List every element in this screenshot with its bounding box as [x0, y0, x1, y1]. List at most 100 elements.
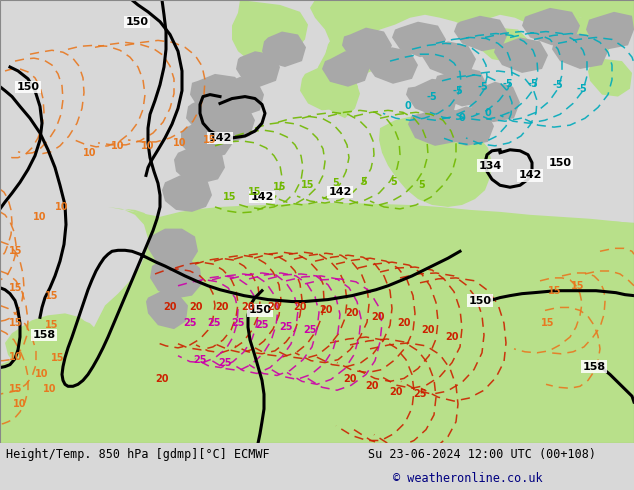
- Text: 25: 25: [183, 318, 197, 328]
- Polygon shape: [434, 67, 488, 106]
- Text: -5: -5: [527, 79, 538, 89]
- Text: -5: -5: [453, 86, 463, 96]
- Text: 20: 20: [320, 305, 333, 316]
- Text: 10: 10: [43, 384, 57, 394]
- Text: -5: -5: [503, 79, 514, 89]
- Text: 10: 10: [141, 141, 155, 151]
- Text: © weatheronline.co.uk: © weatheronline.co.uk: [393, 472, 543, 485]
- Text: 20: 20: [421, 325, 435, 335]
- Polygon shape: [0, 204, 634, 443]
- Text: 25: 25: [303, 325, 317, 335]
- Text: Height/Temp. 850 hPa [gdmp][°C] ECMWF: Height/Temp. 850 hPa [gdmp][°C] ECMWF: [6, 448, 270, 462]
- Text: 10: 10: [10, 352, 23, 362]
- Text: 5: 5: [333, 178, 339, 188]
- Polygon shape: [262, 31, 306, 67]
- Text: 20: 20: [190, 302, 203, 313]
- Text: 25: 25: [231, 318, 245, 328]
- Polygon shape: [300, 67, 358, 110]
- Polygon shape: [162, 175, 212, 212]
- Text: 15: 15: [51, 353, 65, 363]
- Text: 150: 150: [126, 17, 148, 26]
- Text: 134: 134: [479, 161, 501, 171]
- Text: 10: 10: [83, 148, 97, 158]
- Polygon shape: [588, 59, 632, 97]
- Text: 20: 20: [268, 302, 281, 313]
- Polygon shape: [218, 77, 264, 116]
- Polygon shape: [174, 146, 225, 183]
- Text: 25: 25: [207, 318, 221, 328]
- Text: 15: 15: [45, 291, 59, 301]
- Text: 20: 20: [343, 374, 357, 384]
- Text: 10: 10: [55, 202, 68, 212]
- Polygon shape: [326, 34, 388, 74]
- Text: -5: -5: [553, 80, 564, 90]
- Text: 0: 0: [404, 101, 411, 111]
- Text: 20: 20: [365, 381, 378, 392]
- Polygon shape: [392, 22, 446, 57]
- Polygon shape: [586, 12, 634, 49]
- Polygon shape: [408, 106, 462, 146]
- Text: 10: 10: [111, 141, 125, 151]
- Text: 20: 20: [445, 332, 459, 342]
- Text: 15: 15: [10, 246, 23, 256]
- Text: 20: 20: [242, 302, 255, 313]
- Text: 0: 0: [484, 108, 491, 118]
- Text: 20: 20: [155, 374, 169, 384]
- Polygon shape: [454, 16, 508, 51]
- Text: 15: 15: [571, 281, 585, 291]
- Text: 150: 150: [16, 82, 39, 92]
- Text: 5: 5: [361, 177, 367, 187]
- Polygon shape: [552, 33, 608, 69]
- Text: 15: 15: [10, 283, 23, 293]
- Text: 142: 142: [328, 187, 352, 197]
- Text: 150: 150: [249, 305, 271, 316]
- Text: 20: 20: [346, 308, 359, 318]
- Polygon shape: [522, 8, 580, 46]
- Polygon shape: [438, 106, 494, 146]
- Polygon shape: [0, 203, 634, 443]
- Text: 142: 142: [250, 192, 274, 202]
- Polygon shape: [550, 18, 613, 62]
- Text: 150: 150: [548, 158, 571, 168]
- Text: -5: -5: [577, 84, 587, 94]
- Text: 25: 25: [256, 320, 269, 330]
- Polygon shape: [478, 27, 530, 62]
- Polygon shape: [190, 74, 246, 115]
- Text: 0: 0: [458, 113, 465, 123]
- Polygon shape: [207, 102, 255, 142]
- Text: 20: 20: [398, 318, 411, 328]
- Text: 15: 15: [10, 384, 23, 394]
- Text: 10: 10: [36, 369, 49, 379]
- Text: 10: 10: [33, 212, 47, 222]
- Polygon shape: [322, 51, 370, 87]
- Text: 142: 142: [209, 133, 231, 143]
- Text: 142: 142: [519, 171, 541, 180]
- Polygon shape: [379, 116, 492, 207]
- Polygon shape: [494, 37, 548, 73]
- Polygon shape: [150, 256, 202, 298]
- Text: 158: 158: [32, 330, 56, 340]
- Text: -5: -5: [427, 92, 437, 101]
- Text: 15: 15: [249, 187, 262, 197]
- Text: 150: 150: [469, 295, 491, 306]
- Text: 15: 15: [548, 286, 562, 295]
- Text: 15: 15: [541, 318, 555, 328]
- Text: 15: 15: [301, 180, 314, 190]
- Polygon shape: [186, 97, 240, 136]
- Text: 20: 20: [216, 302, 229, 313]
- Polygon shape: [310, 0, 634, 118]
- Text: 15: 15: [204, 135, 217, 145]
- Text: 25: 25: [218, 358, 232, 368]
- Polygon shape: [232, 0, 308, 64]
- Text: Su 23-06-2024 12:00 UTC (00+108): Su 23-06-2024 12:00 UTC (00+108): [368, 448, 596, 462]
- Text: 25: 25: [413, 389, 427, 399]
- Text: 15: 15: [223, 192, 236, 202]
- Text: 20: 20: [294, 302, 307, 313]
- Text: 10: 10: [173, 138, 187, 148]
- Text: 25: 25: [279, 322, 293, 332]
- Polygon shape: [146, 291, 188, 329]
- Text: 20: 20: [163, 302, 177, 313]
- Text: 158: 158: [583, 362, 605, 371]
- Polygon shape: [366, 48, 418, 84]
- Polygon shape: [422, 41, 476, 77]
